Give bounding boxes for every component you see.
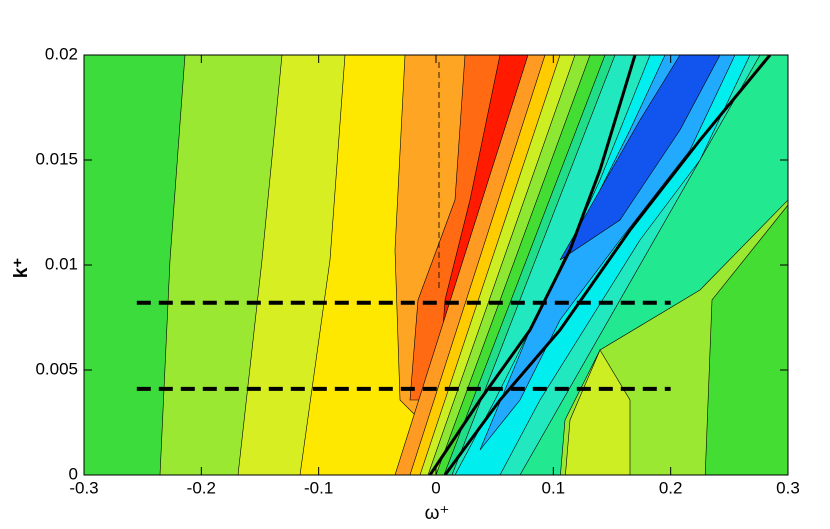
x-tick-label: 0.3 [776, 478, 800, 497]
x-tick-label: -0.2 [187, 478, 216, 497]
x-tick-label: 0.1 [542, 478, 566, 497]
x-tick-label: 0 [431, 478, 440, 497]
contour-line [428, 55, 637, 475]
contour-band [565, 349, 631, 475]
y-tick-label: 0 [69, 464, 78, 483]
y-axis-label: k⁺ [11, 258, 32, 279]
y-tick-label: 0.015 [35, 149, 78, 168]
contour-field [84, 55, 788, 475]
y-tick-label: 0.005 [35, 359, 78, 378]
y-tick-label: 0.02 [45, 44, 78, 63]
contour-band [559, 55, 721, 261]
contour-band [704, 204, 788, 475]
x-tick-label: 0.2 [659, 478, 683, 497]
x-tick-label: -0.3 [69, 478, 98, 497]
x-axis-label: ω⁺ [425, 503, 450, 524]
y-tick-label: 0.01 [45, 254, 78, 273]
contour-line [443, 55, 772, 475]
x-tick-label: -0.1 [304, 478, 333, 497]
